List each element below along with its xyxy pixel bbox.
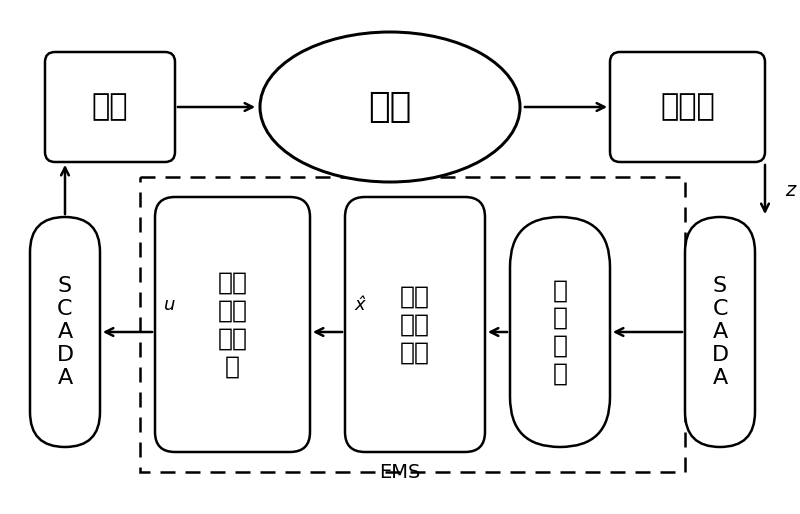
Text: x̂: x̂ xyxy=(354,296,366,314)
FancyBboxPatch shape xyxy=(45,52,175,162)
Text: 驱动: 驱动 xyxy=(92,93,128,121)
Text: 电网: 电网 xyxy=(368,90,412,124)
Text: 状
态
估
计: 状 态 估 计 xyxy=(553,278,567,386)
Text: 传感
器加
密算
法: 传感 器加 密算 法 xyxy=(218,271,247,378)
FancyBboxPatch shape xyxy=(510,217,610,447)
Text: S
C
A
D
A: S C A D A xyxy=(711,276,729,389)
Ellipse shape xyxy=(260,32,520,182)
FancyBboxPatch shape xyxy=(30,217,100,447)
Text: S
C
A
D
A: S C A D A xyxy=(57,276,74,389)
Text: EMS: EMS xyxy=(379,463,421,482)
FancyBboxPatch shape xyxy=(155,197,310,452)
Text: 不良
数据
检测: 不良 数据 检测 xyxy=(400,285,430,364)
Text: u: u xyxy=(164,296,176,314)
Text: 传感器: 传感器 xyxy=(660,93,715,121)
FancyBboxPatch shape xyxy=(685,217,755,447)
Text: z: z xyxy=(785,180,795,199)
FancyBboxPatch shape xyxy=(610,52,765,162)
FancyBboxPatch shape xyxy=(345,197,485,452)
